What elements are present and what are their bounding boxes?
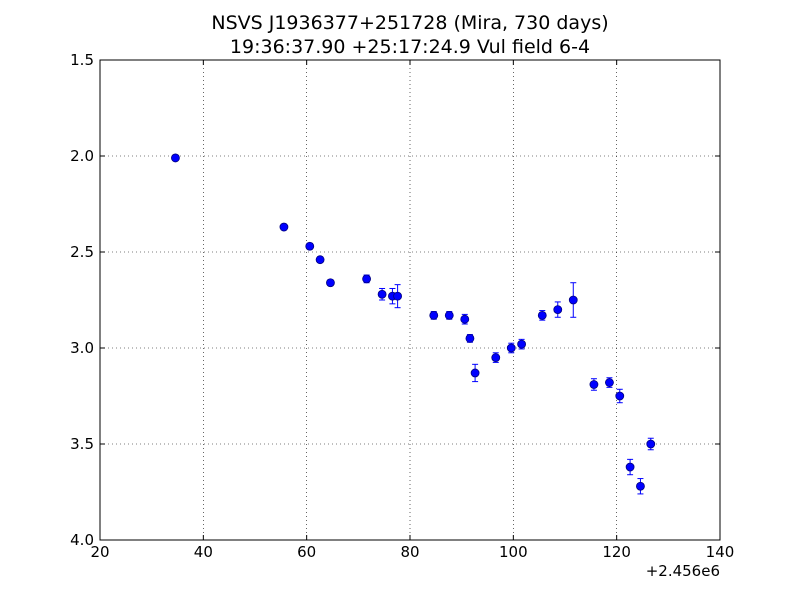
data-point: [646, 437, 656, 451]
x-tick-label: 60: [297, 543, 316, 561]
data-point: [377, 287, 387, 301]
point-marker: [393, 291, 403, 301]
point-marker: [517, 339, 526, 349]
point-marker: [553, 305, 563, 315]
point-marker: [279, 222, 289, 232]
point-marker: [491, 353, 501, 363]
data-point: [506, 342, 516, 354]
point-marker: [568, 295, 578, 305]
y-tick-label: 3.5: [70, 435, 94, 453]
point-marker: [506, 343, 516, 353]
ticks-layer: 20 40 60 80 100 120 140 1.5 2.0 2.5 3.0 3.5 4.0: [70, 51, 734, 561]
point-marker: [646, 439, 656, 449]
chart-subtitle: 19:36:37.90 +25:17:24.9 Vul field 6-4: [229, 36, 591, 58]
data-point: [362, 274, 372, 284]
data-point: [326, 278, 335, 288]
x-tick-label: 80: [400, 543, 419, 561]
data-point: [625, 458, 635, 476]
data-point: [315, 255, 325, 265]
x-tick-label: 40: [194, 543, 213, 561]
data-point: [636, 478, 645, 495]
data-point: [537, 310, 547, 321]
x-tick-label: 20: [90, 543, 109, 561]
data-point: [279, 222, 289, 232]
y-tick-label: 4.0: [70, 531, 94, 549]
point-marker: [171, 153, 180, 163]
point-marker: [429, 310, 439, 320]
point-marker: [460, 314, 470, 324]
point-marker: [305, 241, 315, 251]
x-tick-label: 140: [706, 543, 735, 561]
point-marker: [362, 274, 372, 284]
data-point: [568, 282, 578, 318]
point-marker: [537, 310, 547, 320]
y-tick-label: 3.0: [70, 339, 94, 357]
chart-title: NSVS J1936377+251728 (Mira, 730 days): [211, 12, 609, 34]
point-marker: [444, 310, 454, 320]
data-point: [517, 338, 526, 350]
point-marker: [636, 481, 645, 491]
data-point: [589, 378, 599, 391]
data-point: [429, 310, 439, 320]
x-tick-label: 120: [602, 543, 631, 561]
data-point: [305, 241, 315, 251]
point-marker: [625, 462, 635, 472]
y-tick-label: 2.0: [70, 147, 94, 165]
axes-frame: [99, 59, 721, 541]
point-marker: [589, 380, 599, 389]
point-marker: [615, 391, 625, 401]
point-marker: [465, 333, 475, 343]
data-point: [553, 301, 563, 318]
data-point: [393, 284, 403, 309]
data-point: [460, 313, 470, 325]
data-point: [491, 352, 501, 363]
data-point: [388, 287, 397, 305]
point-marker: [470, 368, 480, 378]
data-point: [444, 310, 454, 320]
data-point: [171, 153, 180, 163]
y-tick-label: 2.5: [70, 243, 94, 261]
point-marker: [377, 289, 387, 299]
point-marker: [315, 255, 325, 265]
y-tick-label: 1.5: [70, 51, 94, 69]
points-layer: [171, 153, 656, 495]
x-offset-label: +2.456e6: [646, 562, 720, 580]
point-marker: [326, 278, 335, 288]
data-point: [615, 388, 625, 404]
x-tick-label: 100: [499, 543, 528, 561]
data-point: [605, 377, 614, 388]
data-point: [470, 363, 480, 383]
grid-layer: [100, 60, 720, 540]
point-marker: [605, 378, 614, 387]
data-point: [465, 333, 475, 343]
